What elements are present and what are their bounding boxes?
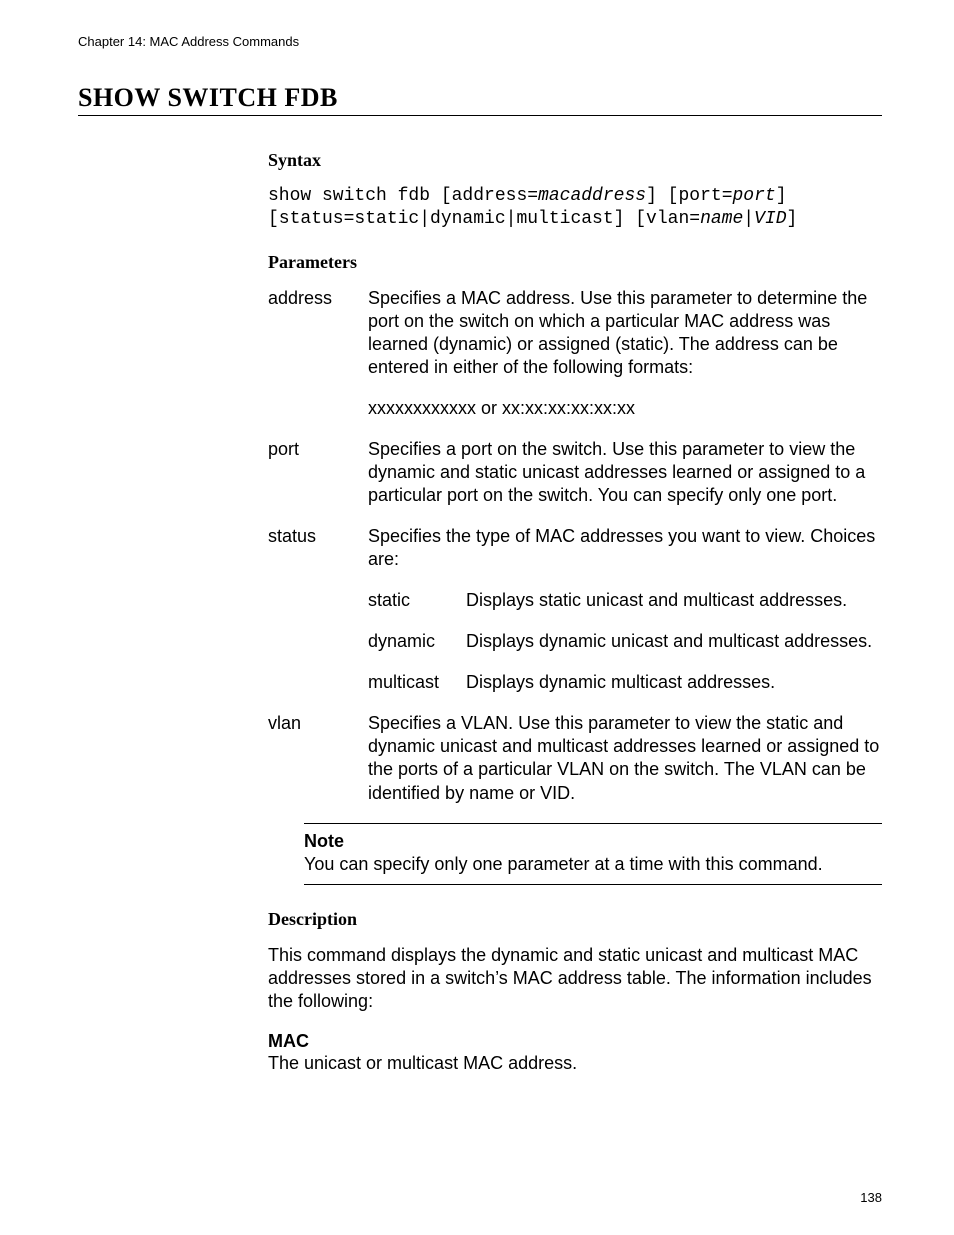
param-def: Specifies a port on the switch. Use this… bbox=[368, 438, 882, 507]
param-row-status: status Specifies the type of MAC address… bbox=[268, 525, 882, 694]
note-text: You can specify only one parameter at a … bbox=[304, 853, 882, 876]
syntax-text: ] bbox=[776, 186, 787, 206]
param-def: Specifies the type of MAC addresses you … bbox=[368, 525, 882, 694]
choice-term: static bbox=[368, 589, 466, 612]
syntax-arg: port bbox=[733, 186, 776, 206]
syntax-text: ] [port= bbox=[646, 186, 732, 206]
syntax-arg: VID bbox=[754, 209, 786, 229]
title-rule bbox=[78, 115, 882, 116]
choice-term: multicast bbox=[368, 671, 466, 694]
choice-term: dynamic bbox=[368, 630, 466, 653]
syntax-text: show switch fdb [address= bbox=[268, 186, 538, 206]
param-text: Specifies the type of MAC addresses you … bbox=[368, 526, 875, 569]
choice-row-static: static Displays static unicast and multi… bbox=[368, 589, 882, 612]
param-row-port: port Specifies a port on the switch. Use… bbox=[268, 438, 882, 507]
choice-def: Displays dynamic unicast and multicast a… bbox=[466, 630, 882, 653]
parameters-table: address Specifies a MAC address. Use thi… bbox=[268, 287, 882, 805]
page-title: SHOW SWITCH FDB bbox=[78, 83, 882, 115]
syntax-text: ] bbox=[787, 209, 798, 229]
param-term: port bbox=[268, 438, 368, 461]
syntax-arg: name bbox=[700, 209, 743, 229]
description-body: This command displays the dynamic and st… bbox=[268, 944, 882, 1013]
param-extra: xxxxxxxxxxxx or xx:xx:xx:xx:xx:xx bbox=[368, 397, 882, 420]
param-term: status bbox=[268, 525, 368, 548]
param-row-vlan: vlan Specifies a VLAN. Use this paramete… bbox=[268, 712, 882, 804]
page-number: 138 bbox=[860, 1190, 882, 1205]
choice-def: Displays static unicast and multicast ad… bbox=[466, 589, 882, 612]
syntax-text: [status=static|dynamic|multicast] [vlan= bbox=[268, 209, 700, 229]
choice-row-dynamic: dynamic Displays dynamic unicast and mul… bbox=[368, 630, 882, 653]
param-def: Specifies a VLAN. Use this parameter to … bbox=[368, 712, 882, 804]
param-def: Specifies a MAC address. Use this parame… bbox=[368, 287, 882, 420]
mac-label: MAC bbox=[268, 1031, 882, 1052]
syntax-text: | bbox=[743, 209, 754, 229]
content-block: Syntax show switch fdb [address=macaddre… bbox=[268, 150, 882, 1075]
param-term: vlan bbox=[268, 712, 368, 735]
page: Chapter 14: MAC Address Commands SHOW SW… bbox=[0, 0, 954, 1235]
param-row-address: address Specifies a MAC address. Use thi… bbox=[268, 287, 882, 420]
syntax-arg: macaddress bbox=[538, 186, 646, 206]
param-text: Specifies a MAC address. Use this parame… bbox=[368, 288, 867, 377]
note-label: Note bbox=[304, 830, 882, 853]
choice-def: Displays dynamic multicast addresses. bbox=[466, 671, 882, 694]
parameters-heading: Parameters bbox=[268, 252, 882, 273]
chapter-line: Chapter 14: MAC Address Commands bbox=[78, 34, 882, 49]
mac-text: The unicast or multicast MAC address. bbox=[268, 1052, 882, 1075]
param-term: address bbox=[268, 287, 368, 310]
description-heading: Description bbox=[268, 909, 882, 930]
choice-row-multicast: multicast Displays dynamic multicast add… bbox=[368, 671, 882, 694]
syntax-heading: Syntax bbox=[268, 150, 882, 171]
note-box: Note You can specify only one parameter … bbox=[304, 823, 882, 886]
syntax-block: show switch fdb [address=macaddress] [po… bbox=[268, 185, 882, 230]
